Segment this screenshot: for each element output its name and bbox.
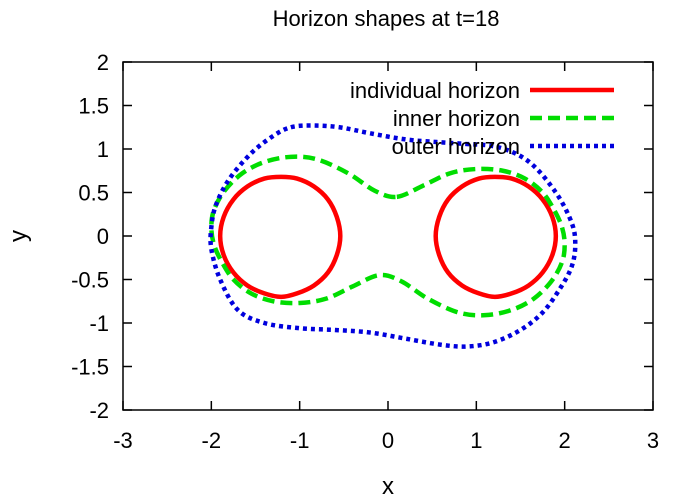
x-tick-label: 2 bbox=[559, 428, 571, 453]
legend-label: outer horizon bbox=[392, 134, 520, 159]
legend: individual horizon inner horizon outer hor… bbox=[350, 78, 614, 159]
x-axis-label: x bbox=[382, 473, 394, 500]
series-line-individual-horizon-0 bbox=[217, 174, 343, 300]
x-tick-label: -3 bbox=[113, 428, 133, 453]
y-tick-label: 0.5 bbox=[78, 181, 109, 206]
series-layer bbox=[208, 123, 578, 349]
y-tick-label: 1.5 bbox=[78, 94, 109, 119]
y-tick-label: -1.5 bbox=[71, 355, 109, 380]
y-tick-label: 2 bbox=[97, 50, 109, 75]
chart-title: Horizon shapes at t=18 bbox=[273, 6, 500, 31]
y-axis-label: y bbox=[5, 230, 32, 242]
y-tick-label: -1 bbox=[89, 311, 109, 336]
y-tick-label: 0 bbox=[97, 224, 109, 249]
x-tick-label: 1 bbox=[470, 428, 482, 453]
x-axis: -3 -2 -1 0 1 2 3 bbox=[113, 62, 659, 453]
x-tick-label: 0 bbox=[382, 428, 394, 453]
series-line-outer-horizon-0 bbox=[208, 123, 578, 349]
x-tick-label: -2 bbox=[202, 428, 222, 453]
legend-label: individual horizon bbox=[350, 78, 520, 103]
x-tick-label: -1 bbox=[290, 428, 310, 453]
series-line-inner-horizon-0 bbox=[209, 154, 567, 318]
y-tick-label: 1 bbox=[97, 137, 109, 162]
legend-label: inner horizon bbox=[393, 106, 520, 131]
series-line-individual-horizon-1 bbox=[433, 174, 559, 300]
y-tick-label: -0.5 bbox=[71, 268, 109, 293]
y-tick-label: -2 bbox=[89, 398, 109, 423]
y-axis: -2 -1.5 -1 -0.5 0 0.5 1 1.5 2 bbox=[71, 50, 653, 423]
x-tick-label: 3 bbox=[647, 428, 659, 453]
